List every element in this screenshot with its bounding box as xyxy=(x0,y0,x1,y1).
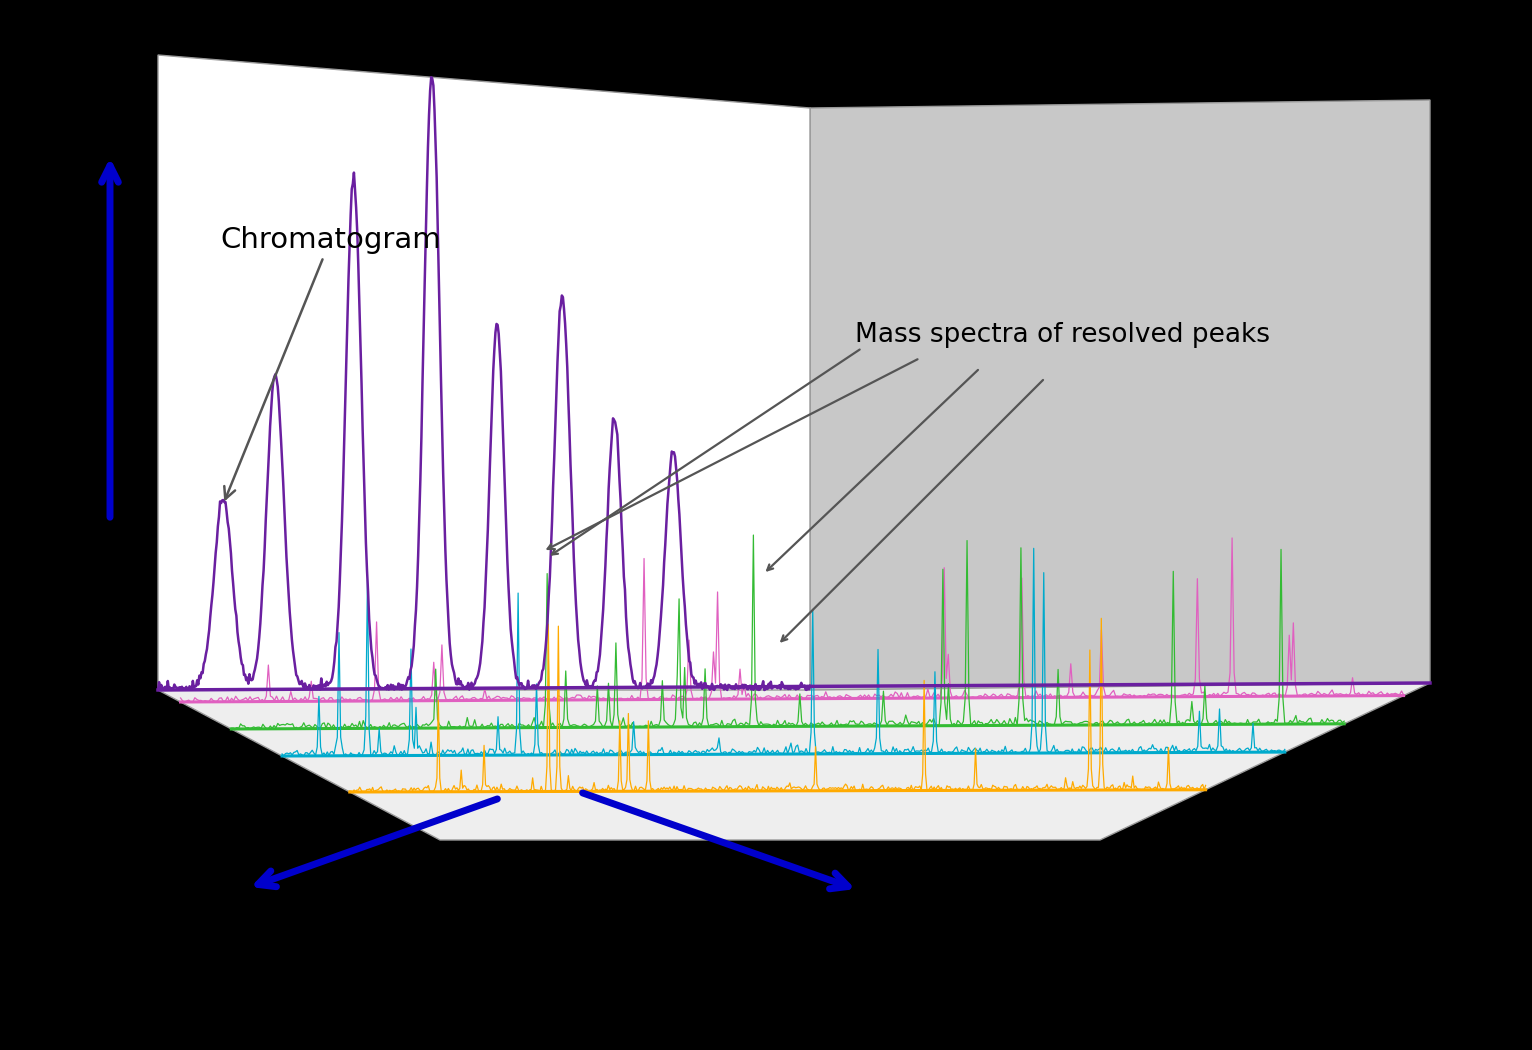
Polygon shape xyxy=(158,682,1429,840)
Polygon shape xyxy=(810,100,1429,690)
Text: Mass spectra of resolved peaks: Mass spectra of resolved peaks xyxy=(855,322,1270,348)
Text: Chromatogram: Chromatogram xyxy=(221,226,441,499)
Polygon shape xyxy=(158,55,810,690)
